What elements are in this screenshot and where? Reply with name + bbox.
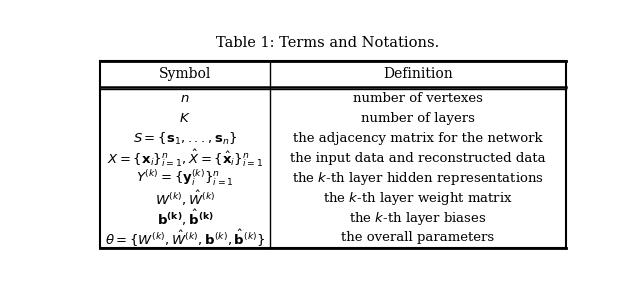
Text: number of vertexes: number of vertexes xyxy=(353,92,483,105)
Text: Symbol: Symbol xyxy=(159,67,211,81)
Text: Table 1: Terms and Notations.: Table 1: Terms and Notations. xyxy=(216,36,440,50)
Text: number of layers: number of layers xyxy=(361,112,475,125)
Text: the $k$-th layer biases: the $k$-th layer biases xyxy=(349,210,487,227)
Text: the overall parameters: the overall parameters xyxy=(342,231,495,245)
Text: $Y^{(k)} = \{\mathbf{y}_i^{(k)}\}_{i=1}^{n}$: $Y^{(k)} = \{\mathbf{y}_i^{(k)}\}_{i=1}^… xyxy=(136,168,234,188)
Text: $K$: $K$ xyxy=(179,112,191,125)
Text: $X = \{\mathbf{x}_i\}_{i=1}^{n}, \hat{X} = \{\hat{\mathbf{x}}_i\}_{i=1}^{n}$: $X = \{\mathbf{x}_i\}_{i=1}^{n}, \hat{X}… xyxy=(107,148,263,169)
Text: $W^{(k)}, \hat{W}^{(k)}$: $W^{(k)}, \hat{W}^{(k)}$ xyxy=(155,188,215,208)
Bar xyxy=(100,61,566,248)
Text: the input data and reconstructed data: the input data and reconstructed data xyxy=(290,152,546,165)
Text: $\mathbf{b}^{\mathbf{(k)}}, \hat{\mathbf{b}}^{\mathbf{(k)}}$: $\mathbf{b}^{\mathbf{(k)}}, \hat{\mathbf… xyxy=(157,208,213,228)
Text: Definition: Definition xyxy=(383,67,453,81)
Text: the $k$-th layer weight matrix: the $k$-th layer weight matrix xyxy=(323,190,513,207)
Text: the $k$-th layer hidden representations: the $k$-th layer hidden representations xyxy=(292,170,544,187)
Text: $S = \{\mathbf{s}_1,...,\mathbf{s}_n\}$: $S = \{\mathbf{s}_1,...,\mathbf{s}_n\}$ xyxy=(132,130,237,146)
Text: $\theta = \{W^{(k)}, \hat{W}^{(k)}, \mathbf{b}^{(k)}, \hat{\mathbf{b}}^{(k)}\}$: $\theta = \{W^{(k)}, \hat{W}^{(k)}, \mat… xyxy=(105,227,265,249)
Text: $n$: $n$ xyxy=(180,92,189,105)
Text: the adjacency matrix for the network: the adjacency matrix for the network xyxy=(293,132,543,145)
